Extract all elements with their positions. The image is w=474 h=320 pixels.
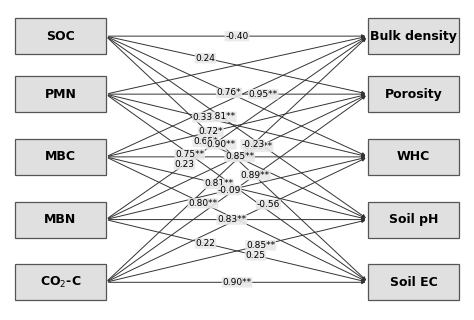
FancyBboxPatch shape (368, 18, 459, 54)
Text: -0.23: -0.23 (241, 140, 264, 149)
Text: 0.85**: 0.85** (246, 241, 275, 250)
Text: -0.56: -0.56 (257, 200, 280, 209)
FancyBboxPatch shape (368, 264, 459, 300)
FancyBboxPatch shape (15, 76, 106, 112)
FancyBboxPatch shape (15, 202, 106, 238)
Text: 0.89**: 0.89** (244, 142, 273, 151)
Text: 0.80**: 0.80** (188, 199, 218, 208)
FancyBboxPatch shape (368, 76, 459, 112)
Text: 0.72*: 0.72* (199, 127, 223, 136)
Text: 0.83**: 0.83** (217, 215, 246, 224)
Text: 0.24: 0.24 (196, 54, 216, 63)
Text: 0.22: 0.22 (196, 239, 216, 248)
Text: WHC: WHC (397, 150, 430, 164)
Text: Bulk density: Bulk density (370, 30, 457, 43)
Text: 0.33: 0.33 (193, 113, 213, 122)
FancyBboxPatch shape (15, 18, 106, 54)
Text: 0.90**: 0.90** (207, 140, 236, 149)
FancyBboxPatch shape (15, 264, 106, 300)
Text: 0.85**: 0.85** (225, 152, 254, 161)
Text: 0.81**: 0.81** (207, 112, 236, 121)
Text: 0.65*: 0.65* (193, 137, 218, 146)
FancyBboxPatch shape (368, 202, 459, 238)
Text: MBN: MBN (45, 213, 77, 226)
Text: MBC: MBC (45, 150, 76, 164)
Text: 0.25: 0.25 (246, 251, 265, 260)
Text: -0.09: -0.09 (218, 186, 241, 195)
Text: PMN: PMN (45, 88, 76, 101)
Text: 0.89**: 0.89** (241, 171, 270, 180)
Text: Porosity: Porosity (384, 88, 442, 101)
Text: 0.23: 0.23 (174, 160, 194, 169)
FancyBboxPatch shape (368, 139, 459, 175)
Text: 0.76*: 0.76* (217, 88, 241, 97)
Text: 0.95**: 0.95** (249, 90, 278, 99)
Text: Soil pH: Soil pH (389, 213, 438, 226)
Text: Soil EC: Soil EC (390, 276, 438, 289)
Text: 0.90**: 0.90** (222, 278, 252, 287)
Text: -0.40: -0.40 (225, 32, 249, 41)
Text: CO$_2$-C: CO$_2$-C (40, 275, 81, 290)
Text: 0.75**: 0.75** (175, 150, 204, 159)
FancyBboxPatch shape (15, 139, 106, 175)
Text: 0.81**: 0.81** (204, 179, 233, 188)
Text: SOC: SOC (46, 30, 75, 43)
